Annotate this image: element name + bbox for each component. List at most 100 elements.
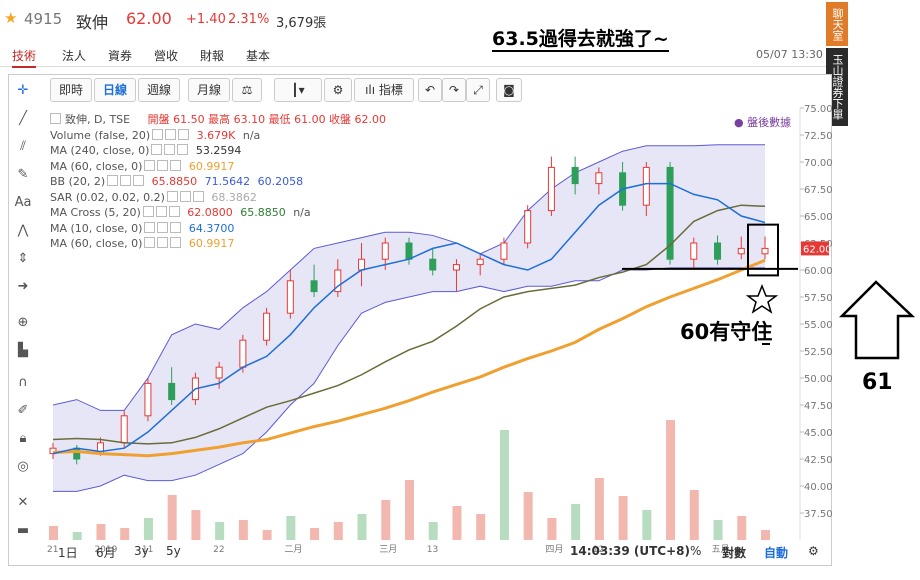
range-5y-button[interactable]: 5y	[166, 544, 181, 558]
undo-icon[interactable]: ↶	[418, 78, 442, 102]
legend-control-icon[interactable]	[151, 144, 163, 155]
measure-icon[interactable]: ⇕	[17, 251, 29, 266]
y-tick-label: 65.00	[804, 212, 833, 223]
y-tick-label: 50.00	[804, 374, 833, 385]
tab-institutional[interactable]: 法人	[62, 49, 87, 63]
indicators-button[interactable]: ılı 指標	[354, 78, 414, 102]
fullscreen-icon[interactable]: ⤢	[466, 78, 490, 102]
legend-row-name: BB (20, 2)	[50, 175, 106, 188]
candle-body	[334, 269, 342, 293]
legend-control-icon[interactable]	[178, 128, 190, 140]
fib-tool-icon[interactable]: ⫽	[20, 139, 26, 154]
legend-control-icon[interactable]	[168, 206, 180, 217]
legend-control-icon[interactable]	[179, 190, 191, 202]
post-market-link[interactable]: ● 盤後數據	[734, 114, 791, 130]
candle-body	[286, 280, 294, 314]
interval-weekly-button[interactable]: 週線	[138, 78, 180, 102]
legend-control-icon[interactable]	[157, 159, 169, 171]
favorite-star-icon[interactable]: ★	[4, 9, 18, 27]
legend-value: n/a	[239, 128, 261, 142]
volume-bar	[333, 522, 343, 540]
remove-tools-icon[interactable]: ✕	[17, 495, 29, 510]
y-tick-label: 42.50	[804, 455, 833, 466]
trend-line-icon[interactable]: ╱	[19, 111, 27, 126]
pattern-icon[interactable]: ⋀	[17, 223, 29, 238]
tab-financials[interactable]: 財報	[200, 49, 225, 63]
legend-control-icon[interactable]	[144, 159, 156, 171]
auto-scale-button[interactable]: 自動	[764, 546, 789, 560]
settings-gear-icon[interactable]: ⚙	[324, 78, 352, 102]
chat-room-link[interactable]: 聊天室	[826, 2, 848, 46]
candle-body	[595, 172, 603, 185]
trade-volume: 3,679張	[276, 16, 327, 31]
legend-control-icon[interactable]	[133, 175, 145, 186]
scale-settings-icon[interactable]: ⚙	[808, 544, 819, 558]
range-3y-button[interactable]: 3y	[134, 544, 149, 558]
legend-control-icon[interactable]	[170, 221, 182, 233]
compare-icon[interactable]: ⚖	[232, 78, 262, 102]
y-tick-label: 67.50	[804, 185, 833, 196]
annotation-top-note: 63.5過得去就強了~	[492, 28, 669, 52]
redo-icon[interactable]: ↷	[442, 78, 466, 102]
legend-control-icon[interactable]	[177, 144, 189, 155]
volume-bar	[642, 510, 652, 540]
candle-body	[761, 247, 769, 255]
ruler-icon[interactable]: ▙	[18, 343, 28, 358]
legend-control-icon[interactable]	[170, 159, 182, 171]
brush-icon[interactable]: ✎	[17, 167, 29, 182]
range-6m-button[interactable]: 6月	[96, 546, 116, 560]
volume-bar	[523, 492, 533, 540]
tab-revenue[interactable]: 營收	[154, 49, 179, 63]
text-tool-icon[interactable]: Aa	[14, 195, 32, 210]
volume-bar	[286, 516, 296, 540]
legend-control-icon[interactable]	[157, 237, 169, 248]
legend-control-icon[interactable]	[165, 128, 177, 140]
legend-control-icon[interactable]	[164, 144, 176, 155]
legend-control-icon[interactable]	[170, 237, 182, 248]
legend-row-name: Volume (false, 20)	[50, 128, 151, 142]
tab-margin[interactable]: 資券	[108, 49, 133, 63]
interval-monthly-button[interactable]: 月線	[188, 78, 230, 102]
camera-icon[interactable]: ◙	[496, 78, 522, 102]
bollinger-upper-line	[52, 144, 765, 411]
eye-hide-icon[interactable]: ◎	[17, 459, 29, 474]
volume-bar	[215, 522, 225, 540]
range-1d-button[interactable]: 1日	[58, 546, 78, 560]
y-tick-label: 57.50	[804, 293, 833, 304]
candle-body	[358, 258, 366, 271]
trash-icon[interactable]: ▬	[16, 523, 30, 538]
percent-scale-button[interactable]: %	[690, 544, 702, 558]
interval-intraday-button[interactable]: 即時	[50, 78, 92, 102]
candle-body	[524, 210, 532, 244]
tab-technical[interactable]: 技術	[12, 47, 37, 68]
legend-ohlc: 開盤 61.50 最高 63.10 最低 61.00 收盤 62.00	[147, 113, 387, 126]
collapse-icon[interactable]	[50, 113, 61, 124]
legend-symbol: 致伸, D, TSE	[65, 113, 131, 126]
legend-control-icon[interactable]	[107, 175, 119, 186]
legend-row: SAR (0.02, 0.02, 0.2) 68.3862	[50, 190, 386, 206]
volume-bar	[761, 530, 770, 540]
legend-control-icon[interactable]	[192, 190, 204, 202]
chart-type-icon[interactable]: ┃▾	[274, 78, 322, 102]
legend-control-icon[interactable]	[144, 237, 156, 248]
lock-icon[interactable]: 🔒︎	[19, 431, 27, 446]
current-price-label: 62.00	[803, 244, 832, 255]
zoom-icon[interactable]: ⊕	[17, 315, 29, 330]
arrow-left-icon[interactable]: ➜	[17, 279, 29, 294]
legend-control-icon[interactable]	[120, 175, 132, 186]
legend-control-icon[interactable]	[166, 190, 178, 202]
legend-control-icon[interactable]	[155, 206, 167, 217]
interval-daily-button[interactable]: 日線	[94, 78, 136, 102]
legend-control-icon[interactable]	[144, 221, 156, 233]
magnet-icon[interactable]: ∩	[18, 375, 28, 390]
pencil-lock-icon[interactable]: ✐	[17, 403, 29, 418]
tab-basic[interactable]: 基本	[246, 49, 271, 63]
price-change: +1.40	[186, 12, 226, 27]
crosshair-icon[interactable]: ✛	[17, 83, 29, 98]
log-scale-button[interactable]: 對數	[722, 546, 747, 560]
legend-control-icon[interactable]	[157, 221, 169, 233]
legend-control-icon[interactable]	[152, 128, 164, 140]
ma-line	[52, 258, 766, 458]
legend-control-icon[interactable]	[142, 206, 154, 217]
